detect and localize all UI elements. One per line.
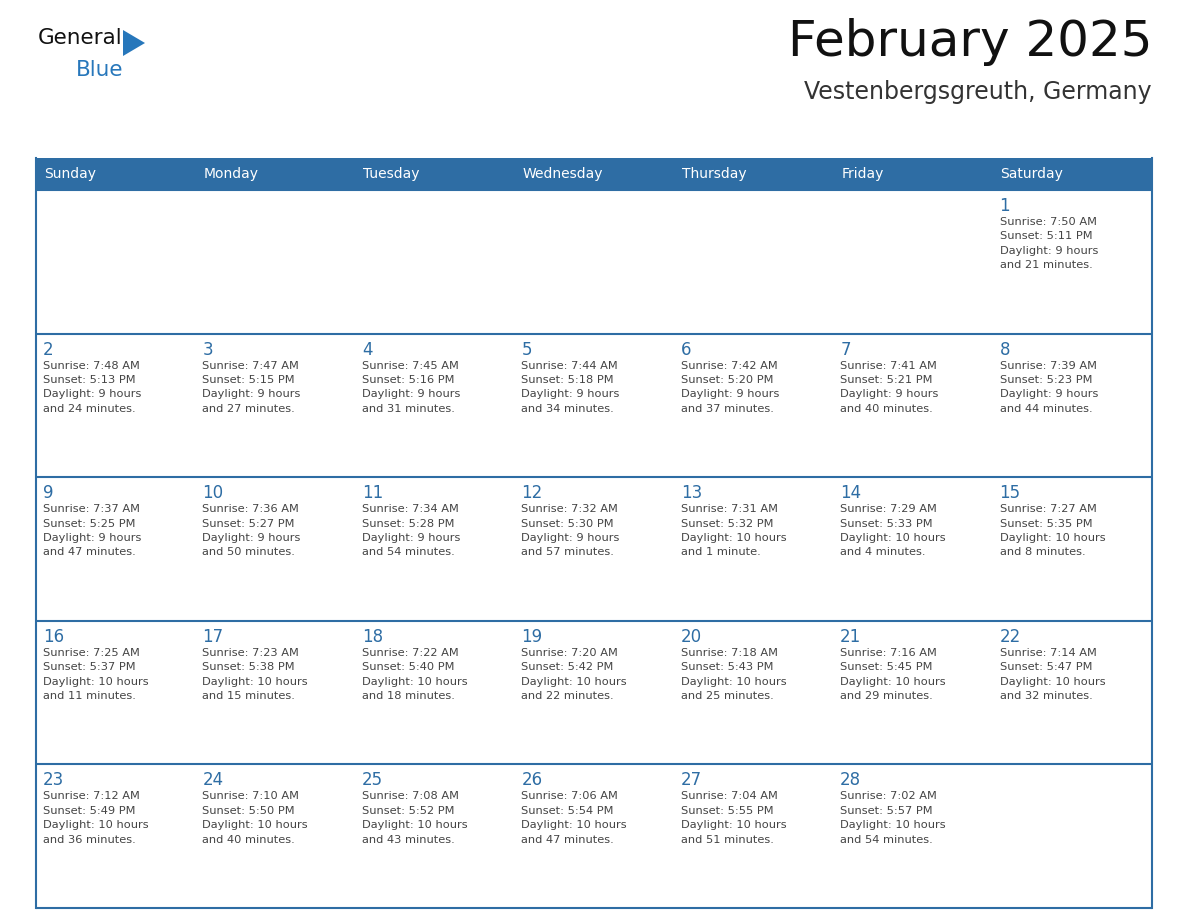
Text: 20: 20: [681, 628, 702, 645]
Text: Sunrise: 7:47 AM
Sunset: 5:15 PM
Daylight: 9 hours
and 27 minutes.: Sunrise: 7:47 AM Sunset: 5:15 PM Dayligh…: [202, 361, 301, 414]
Text: 4: 4: [362, 341, 372, 359]
Text: Blue: Blue: [76, 60, 124, 80]
Text: General: General: [38, 28, 122, 48]
Text: 23: 23: [43, 771, 64, 789]
Text: Sunrise: 7:08 AM
Sunset: 5:52 PM
Daylight: 10 hours
and 43 minutes.: Sunrise: 7:08 AM Sunset: 5:52 PM Dayligh…: [362, 791, 468, 845]
Text: Sunrise: 7:45 AM
Sunset: 5:16 PM
Daylight: 9 hours
and 31 minutes.: Sunrise: 7:45 AM Sunset: 5:16 PM Dayligh…: [362, 361, 460, 414]
Text: Wednesday: Wednesday: [523, 167, 602, 181]
Text: Sunrise: 7:34 AM
Sunset: 5:28 PM
Daylight: 9 hours
and 54 minutes.: Sunrise: 7:34 AM Sunset: 5:28 PM Dayligh…: [362, 504, 460, 557]
Text: Sunrise: 7:44 AM
Sunset: 5:18 PM
Daylight: 9 hours
and 34 minutes.: Sunrise: 7:44 AM Sunset: 5:18 PM Dayligh…: [522, 361, 620, 414]
Text: 9: 9: [43, 484, 53, 502]
Bar: [36, 621, 1152, 765]
Text: 28: 28: [840, 771, 861, 789]
Text: Sunrise: 7:12 AM
Sunset: 5:49 PM
Daylight: 10 hours
and 36 minutes.: Sunrise: 7:12 AM Sunset: 5:49 PM Dayligh…: [43, 791, 148, 845]
Text: 16: 16: [43, 628, 64, 645]
Text: Sunrise: 7:16 AM
Sunset: 5:45 PM
Daylight: 10 hours
and 29 minutes.: Sunrise: 7:16 AM Sunset: 5:45 PM Dayligh…: [840, 648, 946, 701]
Text: Sunrise: 7:25 AM
Sunset: 5:37 PM
Daylight: 10 hours
and 11 minutes.: Sunrise: 7:25 AM Sunset: 5:37 PM Dayligh…: [43, 648, 148, 701]
Text: 24: 24: [202, 771, 223, 789]
Bar: [36, 333, 1152, 477]
Text: 6: 6: [681, 341, 691, 359]
Text: Sunrise: 7:27 AM
Sunset: 5:35 PM
Daylight: 10 hours
and 8 minutes.: Sunrise: 7:27 AM Sunset: 5:35 PM Dayligh…: [999, 504, 1105, 557]
Text: Sunrise: 7:06 AM
Sunset: 5:54 PM
Daylight: 10 hours
and 47 minutes.: Sunrise: 7:06 AM Sunset: 5:54 PM Dayligh…: [522, 791, 627, 845]
Text: 1: 1: [999, 197, 1010, 215]
Text: Sunrise: 7:20 AM
Sunset: 5:42 PM
Daylight: 10 hours
and 22 minutes.: Sunrise: 7:20 AM Sunset: 5:42 PM Dayligh…: [522, 648, 627, 701]
Bar: [36, 190, 1152, 333]
Bar: [36, 477, 1152, 621]
Text: Sunrise: 7:29 AM
Sunset: 5:33 PM
Daylight: 10 hours
and 4 minutes.: Sunrise: 7:29 AM Sunset: 5:33 PM Dayligh…: [840, 504, 946, 557]
Text: 25: 25: [362, 771, 383, 789]
Text: 13: 13: [681, 484, 702, 502]
Text: 18: 18: [362, 628, 383, 645]
Text: Sunday: Sunday: [44, 167, 96, 181]
Text: 15: 15: [999, 484, 1020, 502]
Text: 22: 22: [999, 628, 1020, 645]
Text: Sunrise: 7:04 AM
Sunset: 5:55 PM
Daylight: 10 hours
and 51 minutes.: Sunrise: 7:04 AM Sunset: 5:55 PM Dayligh…: [681, 791, 786, 845]
Text: Sunrise: 7:41 AM
Sunset: 5:21 PM
Daylight: 9 hours
and 40 minutes.: Sunrise: 7:41 AM Sunset: 5:21 PM Dayligh…: [840, 361, 939, 414]
Bar: [36, 158, 1152, 190]
Text: Sunrise: 7:10 AM
Sunset: 5:50 PM
Daylight: 10 hours
and 40 minutes.: Sunrise: 7:10 AM Sunset: 5:50 PM Dayligh…: [202, 791, 308, 845]
Text: 14: 14: [840, 484, 861, 502]
Text: 21: 21: [840, 628, 861, 645]
Text: Monday: Monday: [203, 167, 259, 181]
Text: Thursday: Thursday: [682, 167, 746, 181]
Polygon shape: [124, 30, 145, 56]
Text: 26: 26: [522, 771, 543, 789]
Text: Sunrise: 7:02 AM
Sunset: 5:57 PM
Daylight: 10 hours
and 54 minutes.: Sunrise: 7:02 AM Sunset: 5:57 PM Dayligh…: [840, 791, 946, 845]
Text: 10: 10: [202, 484, 223, 502]
Text: Sunrise: 7:50 AM
Sunset: 5:11 PM
Daylight: 9 hours
and 21 minutes.: Sunrise: 7:50 AM Sunset: 5:11 PM Dayligh…: [999, 217, 1098, 270]
Text: Saturday: Saturday: [1000, 167, 1063, 181]
Text: Sunrise: 7:22 AM
Sunset: 5:40 PM
Daylight: 10 hours
and 18 minutes.: Sunrise: 7:22 AM Sunset: 5:40 PM Dayligh…: [362, 648, 468, 701]
Text: Friday: Friday: [841, 167, 884, 181]
Text: 17: 17: [202, 628, 223, 645]
Text: 7: 7: [840, 341, 851, 359]
Text: 2: 2: [43, 341, 53, 359]
Text: Sunrise: 7:32 AM
Sunset: 5:30 PM
Daylight: 9 hours
and 57 minutes.: Sunrise: 7:32 AM Sunset: 5:30 PM Dayligh…: [522, 504, 620, 557]
Text: Sunrise: 7:31 AM
Sunset: 5:32 PM
Daylight: 10 hours
and 1 minute.: Sunrise: 7:31 AM Sunset: 5:32 PM Dayligh…: [681, 504, 786, 557]
Text: Vestenbergsgreuth, Germany: Vestenbergsgreuth, Germany: [804, 80, 1152, 104]
Bar: [36, 765, 1152, 908]
Text: Sunrise: 7:39 AM
Sunset: 5:23 PM
Daylight: 9 hours
and 44 minutes.: Sunrise: 7:39 AM Sunset: 5:23 PM Dayligh…: [999, 361, 1098, 414]
Text: 3: 3: [202, 341, 213, 359]
Text: 8: 8: [999, 341, 1010, 359]
Text: Sunrise: 7:23 AM
Sunset: 5:38 PM
Daylight: 10 hours
and 15 minutes.: Sunrise: 7:23 AM Sunset: 5:38 PM Dayligh…: [202, 648, 308, 701]
Text: Sunrise: 7:36 AM
Sunset: 5:27 PM
Daylight: 9 hours
and 50 minutes.: Sunrise: 7:36 AM Sunset: 5:27 PM Dayligh…: [202, 504, 301, 557]
Text: 19: 19: [522, 628, 543, 645]
Text: Sunrise: 7:18 AM
Sunset: 5:43 PM
Daylight: 10 hours
and 25 minutes.: Sunrise: 7:18 AM Sunset: 5:43 PM Dayligh…: [681, 648, 786, 701]
Text: 5: 5: [522, 341, 532, 359]
Text: February 2025: February 2025: [788, 18, 1152, 66]
Text: Sunrise: 7:14 AM
Sunset: 5:47 PM
Daylight: 10 hours
and 32 minutes.: Sunrise: 7:14 AM Sunset: 5:47 PM Dayligh…: [999, 648, 1105, 701]
Text: 27: 27: [681, 771, 702, 789]
Text: Sunrise: 7:42 AM
Sunset: 5:20 PM
Daylight: 9 hours
and 37 minutes.: Sunrise: 7:42 AM Sunset: 5:20 PM Dayligh…: [681, 361, 779, 414]
Text: 11: 11: [362, 484, 383, 502]
Text: 12: 12: [522, 484, 543, 502]
Text: Tuesday: Tuesday: [362, 167, 419, 181]
Text: Sunrise: 7:37 AM
Sunset: 5:25 PM
Daylight: 9 hours
and 47 minutes.: Sunrise: 7:37 AM Sunset: 5:25 PM Dayligh…: [43, 504, 141, 557]
Text: Sunrise: 7:48 AM
Sunset: 5:13 PM
Daylight: 9 hours
and 24 minutes.: Sunrise: 7:48 AM Sunset: 5:13 PM Dayligh…: [43, 361, 141, 414]
